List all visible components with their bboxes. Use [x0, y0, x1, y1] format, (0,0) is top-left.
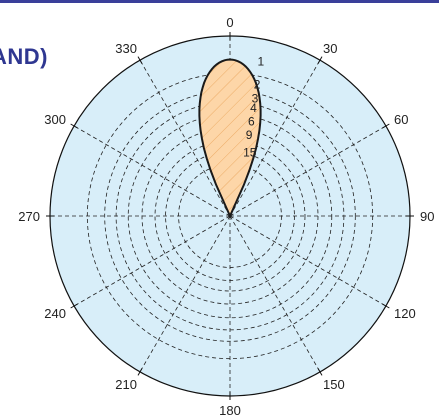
- angle-label-0: 0: [226, 15, 233, 30]
- radial-label-9: 9: [246, 128, 253, 142]
- angle-label-270: 270: [18, 209, 40, 224]
- radial-label-2: 2: [254, 78, 261, 92]
- radial-label-4: 4: [250, 101, 257, 115]
- angle-label-180: 180: [219, 403, 241, 418]
- angle-label-120: 120: [394, 306, 416, 321]
- angle-label-150: 150: [323, 377, 345, 392]
- radial-label-1: 1: [258, 55, 265, 69]
- angle-label-210: 210: [115, 377, 137, 392]
- radial-label-15: 15: [243, 145, 257, 159]
- angle-label-300: 300: [44, 112, 66, 127]
- angle-label-90: 90: [420, 209, 434, 224]
- angle-label-60: 60: [394, 112, 408, 127]
- radial-label-6: 6: [248, 115, 255, 129]
- angle-label-240: 240: [44, 306, 66, 321]
- angle-label-30: 30: [323, 41, 337, 56]
- angle-label-330: 330: [115, 41, 137, 56]
